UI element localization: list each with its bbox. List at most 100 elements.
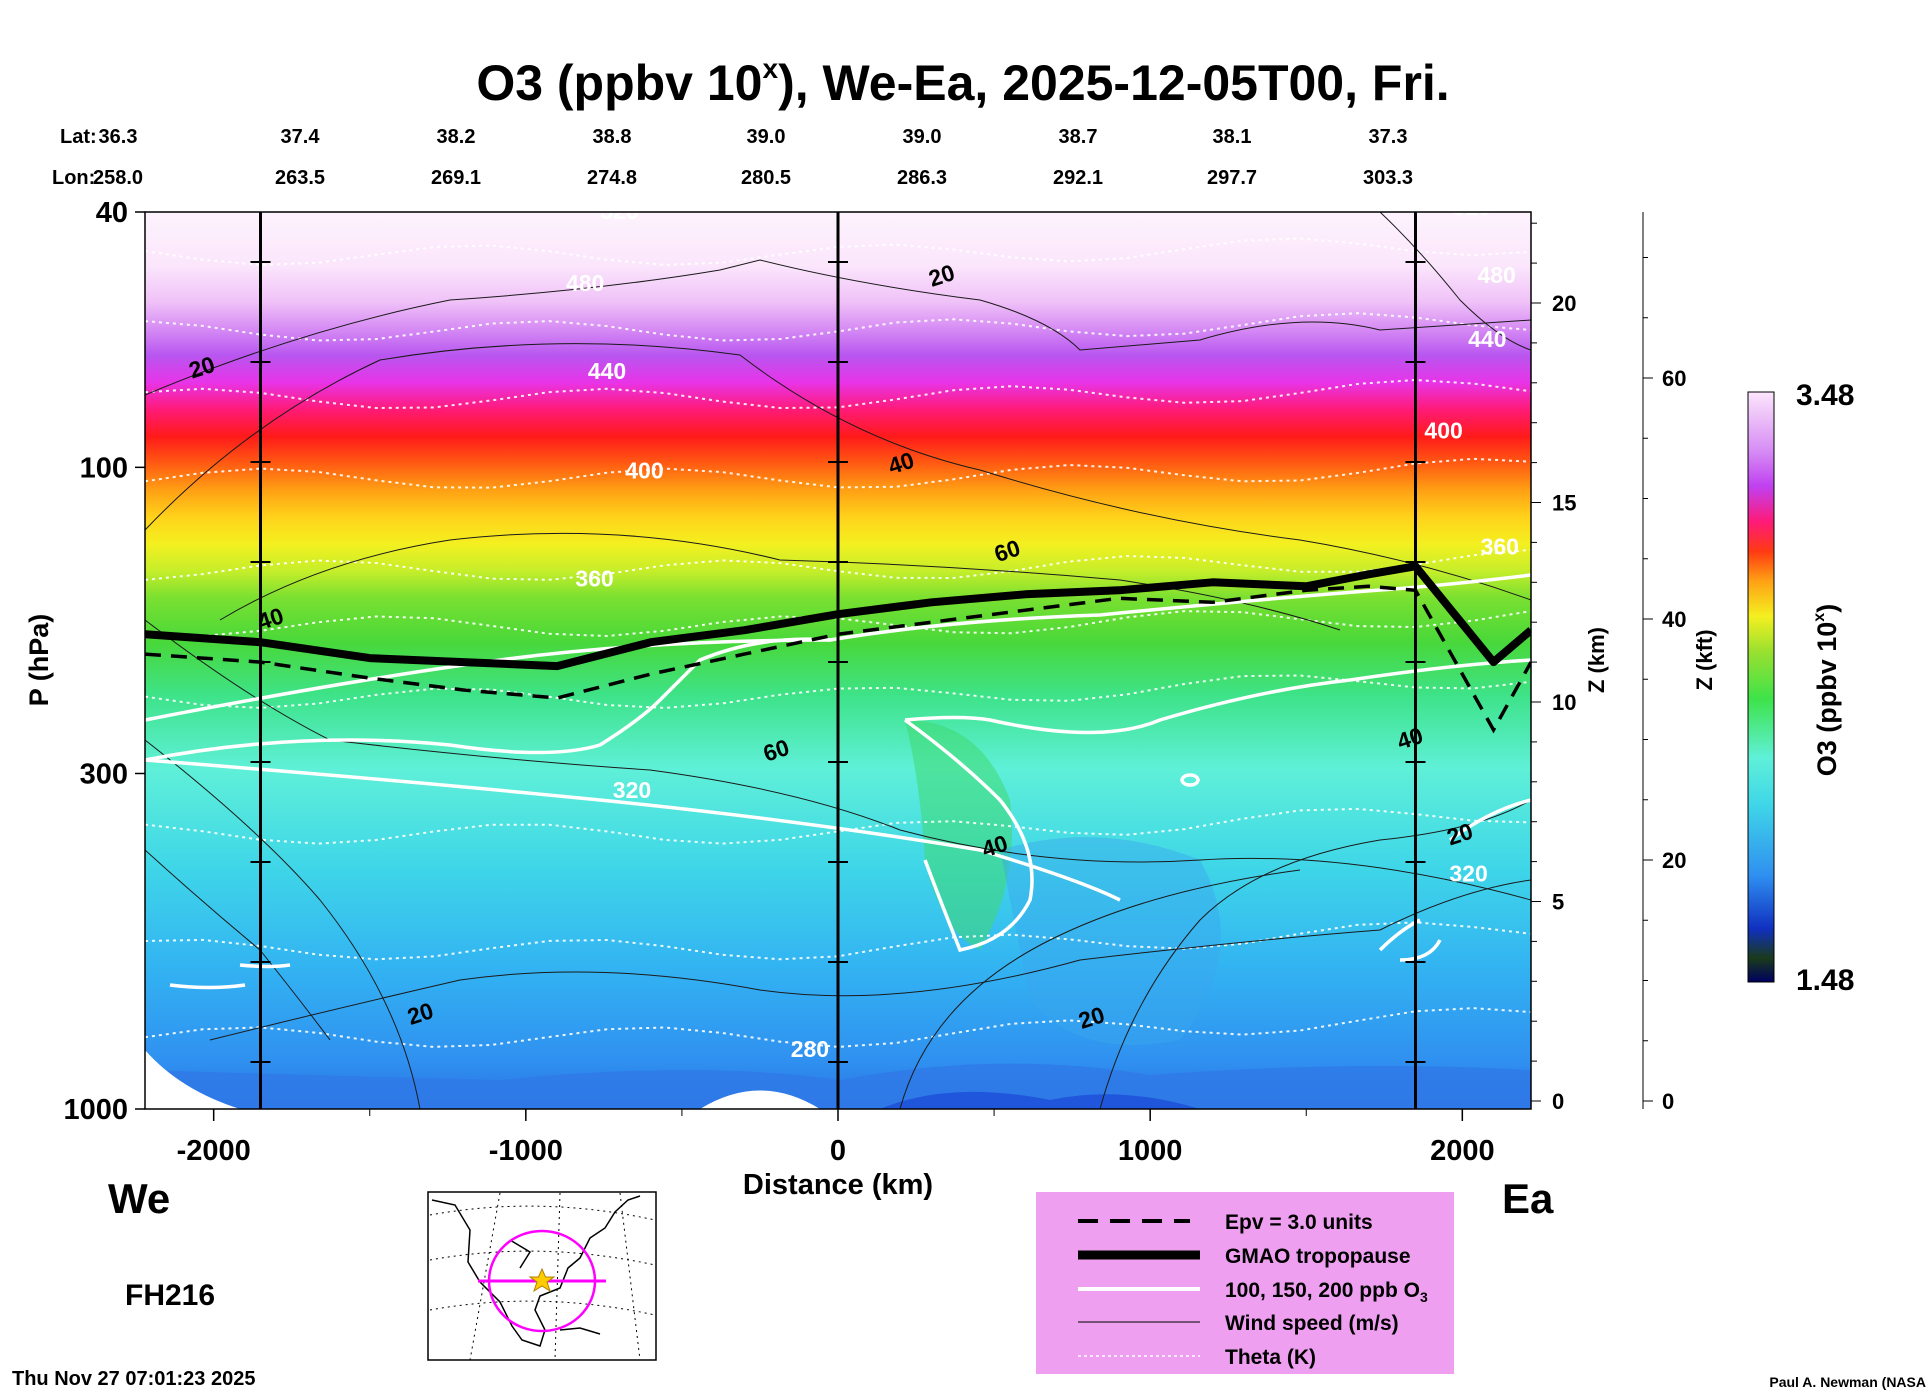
theta-label: 520 (600, 198, 638, 224)
colorbar (1747, 391, 1775, 983)
z-km-tick-label: 5 (1552, 890, 1564, 915)
theta-contour (145, 457, 1531, 489)
theta-label: 480 (1477, 262, 1515, 288)
theta-label: 360 (575, 565, 613, 591)
ozone-patch-low (880, 1091, 1200, 1109)
lon-value: 269.1 (431, 167, 481, 189)
ozone-contour (169, 963, 291, 990)
wind-speed-contour (145, 259, 1531, 396)
theta-contour (145, 548, 1531, 581)
z-kft-tick-label: 0 (1662, 1089, 1674, 1114)
colorbar-min-label: 1.48 (1796, 964, 1854, 997)
forecast-hour-label: FH216 (125, 1279, 215, 1312)
pressure-tick-label: 300 (80, 758, 128, 790)
ozone-patch-blue (1000, 837, 1221, 1045)
legend-box (1036, 1192, 1454, 1374)
lon-value: 292.1 (1053, 167, 1103, 189)
legend-label-wind: Wind speed (m/s) (1225, 1312, 1399, 1335)
lat-value: 36.3 (99, 126, 138, 148)
z-kft-axis-label: Z (kft) (1692, 629, 1717, 690)
theta-label: 520 (1453, 194, 1491, 220)
ozone-contour (1448, 798, 1531, 842)
ozone-contour (903, 718, 1034, 953)
z-kft-axis: 0 20 40 60 (1642, 212, 1686, 1114)
x-axis: -2000 -1000 0 1000 2000 (177, 1109, 1495, 1167)
east-label: Ea (1502, 1175, 1554, 1222)
z-kft-tick-label: 60 (1662, 366, 1686, 391)
lon-value: 274.8 (587, 167, 637, 189)
z-km-axis-label: Z (km) (1584, 627, 1609, 693)
colorbar-title: O3 (ppbv 10x) (1811, 604, 1842, 776)
x-axis-tick-label: 1000 (1118, 1135, 1183, 1167)
lat-value: 39.0 (903, 126, 942, 148)
theta-label: 440 (1468, 326, 1506, 352)
lat-value: 38.8 (593, 126, 632, 148)
inset-map (427, 1191, 657, 1361)
lon-value: 297.7 (1207, 167, 1257, 189)
lat-value: 39.0 (747, 126, 786, 148)
wind-speed-contour (219, 532, 1341, 631)
theta-label: 360 (1481, 533, 1519, 559)
pressure-tick-label: 1000 (63, 1094, 128, 1126)
legend-label-ozone: 100, 150, 200 ppb O3 (1225, 1279, 1428, 1305)
lon-header-label: Lon: (52, 167, 95, 189)
theta-label: 480 (566, 270, 604, 296)
theta-label: 320 (1449, 861, 1487, 887)
z-km-tick-label: 15 (1552, 491, 1576, 516)
ozone-contour (1180, 773, 1200, 787)
epv-line (145, 584, 1531, 734)
tropopause-line (145, 562, 1531, 671)
theta-contour (145, 610, 1531, 638)
wind-speed-contour (1379, 212, 1531, 351)
x-axis-tick-label: -2000 (177, 1135, 251, 1167)
x-axis-tick-label: 0 (830, 1135, 846, 1167)
west-label: We (108, 1175, 170, 1222)
lat-lon-header: 36.3 37.4 38.2 38.8 39.0 39.0 38.7 38.1 37.3 258.… (93, 126, 1413, 189)
theta-label: 280 (791, 1036, 829, 1062)
ozone-patch-green (905, 720, 1012, 950)
theta-label: 440 (588, 358, 626, 384)
lat-value: 37.3 (1369, 126, 1408, 148)
lon-value: 263.5 (275, 167, 325, 189)
theta-contour (145, 378, 1531, 410)
wind-speed-contour (209, 879, 1531, 1041)
z-km-tick-label: 10 (1552, 690, 1576, 715)
lon-value: 303.3 (1363, 167, 1413, 189)
ozone-patch-missing (145, 1050, 240, 1109)
ozone-patch-missing (700, 1090, 820, 1109)
x-axis-label: Distance (km) (743, 1169, 933, 1201)
z-km-tick-label: 0 (1552, 1089, 1564, 1114)
ozone-contour (145, 758, 1121, 902)
x-axis-tick-label: -1000 (489, 1135, 563, 1167)
theta-label: 320 (613, 777, 651, 803)
pressure-tick-label: 40 (96, 197, 128, 229)
lat-value: 37.4 (281, 126, 321, 148)
lon-value: 258.0 (93, 167, 143, 189)
theta-contour (145, 312, 1531, 342)
chart-title: O3 (ppbv 10x), We-Ea, 2025-12-05T00, Fri… (476, 53, 1449, 111)
lat-value: 38.7 (1059, 126, 1098, 148)
theta-contour (145, 674, 1531, 709)
z-km-axis: 0 5 10 15 20 (1530, 212, 1576, 1114)
lat-header-label: Lat: (60, 126, 97, 148)
legend: Epv = 3.0 units GMAO tropopause 100, 150… (1036, 1192, 1454, 1374)
theta-label: 400 (1424, 418, 1462, 444)
legend-label-tropopause: GMAO tropopause (1225, 1245, 1411, 1268)
wind-speed-contour (899, 869, 1301, 1109)
map-star-icon (528, 1267, 556, 1293)
x-axis-tick-label: 2000 (1430, 1135, 1495, 1167)
wind-speed-contour (145, 343, 1531, 601)
lat-value: 38.2 (437, 126, 476, 148)
colorbar-max-label: 3.48 (1796, 379, 1854, 412)
lon-value: 286.3 (897, 167, 947, 189)
y-axis-label: P (hPa) (24, 614, 54, 707)
pressure-tick-label: 100 (80, 452, 128, 484)
lat-value: 38.1 (1213, 126, 1252, 148)
lon-value: 280.5 (741, 167, 791, 189)
theta-contour (145, 1007, 1531, 1048)
z-kft-tick-label: 20 (1662, 848, 1686, 873)
timestamp-label: Thu Nov 27 07:01:23 2025 (12, 1368, 255, 1390)
z-kft-tick-label: 40 (1662, 607, 1686, 632)
credit-label: Paul A. Newman (NASA (1769, 1374, 1926, 1390)
